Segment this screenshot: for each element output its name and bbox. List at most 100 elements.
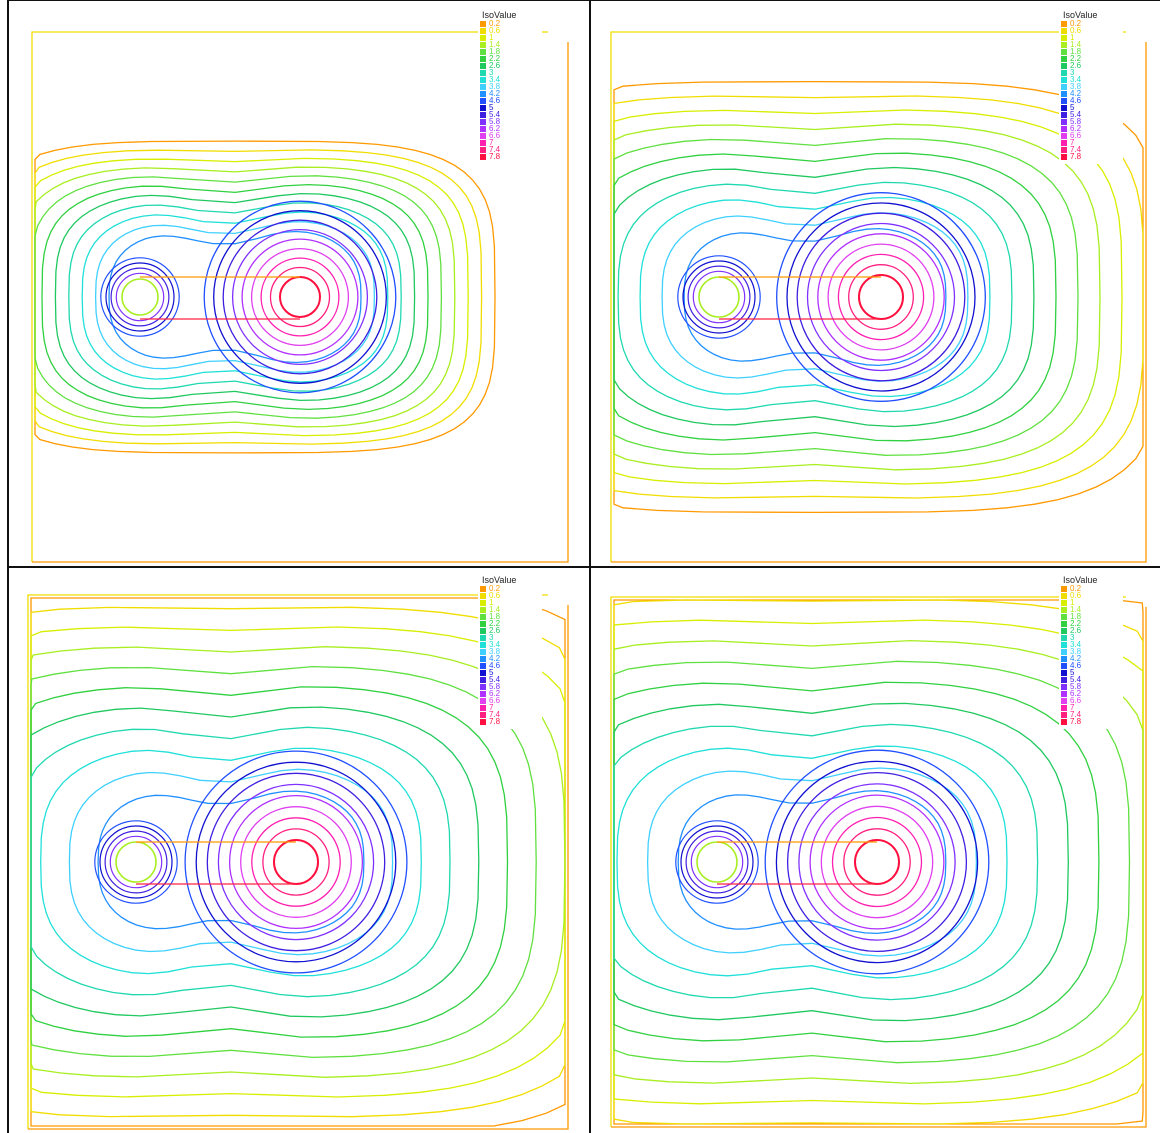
legend-label: 5.4: [1070, 110, 1082, 119]
legend-entry: 7.4: [1061, 710, 1121, 719]
legend-swatch: [480, 118, 486, 125]
legend-swatch: [1061, 27, 1067, 34]
contour-line: [613, 702, 1069, 1022]
legend-label: 2.6: [1070, 61, 1082, 70]
legend-label: 3.8: [1070, 647, 1082, 656]
legend-label: 3.8: [1070, 82, 1082, 91]
legend-entry: 6.6: [480, 132, 540, 140]
contour-line: [68, 202, 402, 392]
legend-label: 0.6: [1070, 26, 1082, 35]
legend-swatch: [480, 55, 486, 62]
legend-label: 5: [1070, 668, 1075, 677]
legend-label: 4.2: [1070, 89, 1082, 98]
left-source-circle: [698, 276, 740, 318]
legend-label: 3: [489, 68, 494, 77]
legend-swatch: [1061, 585, 1067, 592]
legend-swatch: [1061, 655, 1067, 662]
legend-label: 2.2: [1070, 619, 1082, 628]
contour-line: [213, 210, 387, 384]
legend-swatch: [480, 125, 486, 132]
legend-entry: 4.2: [480, 655, 540, 663]
legend-entry: 3.4: [1061, 641, 1121, 649]
legend-label: 0.2: [1070, 584, 1082, 593]
legend-label: 2.6: [1070, 626, 1082, 635]
legend-swatch: [480, 655, 486, 662]
domain-boundary-top-left: [31, 31, 548, 562]
legend-label: 0.2: [1070, 19, 1082, 28]
legend-swatch: [1061, 627, 1067, 634]
legend-label: 5.8: [489, 117, 501, 126]
left-source-circle: [121, 278, 159, 316]
contour-line: [817, 233, 945, 361]
left-source-circle: [696, 841, 738, 883]
contour-line: [827, 243, 935, 351]
legend-label: 4.6: [1070, 96, 1082, 105]
legend-swatch: [480, 97, 486, 104]
legend-entry: 5.4: [480, 676, 540, 684]
legend-swatch: [1061, 146, 1067, 153]
legend-label: 6.6: [1070, 696, 1082, 705]
legend-label: 1: [1070, 598, 1075, 607]
legend-swatch: [480, 34, 486, 41]
legend-label: 4.2: [1070, 654, 1082, 663]
legend-label: 2.6: [489, 626, 501, 635]
domain-boundary-top-left: [610, 596, 1126, 1127]
legend-entry: 3.4: [480, 641, 540, 649]
legend-label: 1.4: [1070, 605, 1082, 614]
contour-line: [34, 175, 443, 419]
right-source-circle: [854, 839, 900, 885]
contour-line: [240, 806, 352, 918]
legend-swatch: [480, 132, 486, 139]
legend-label: 6.2: [489, 689, 501, 698]
contour-line: [617, 181, 1013, 413]
legend-entry: 5: [480, 104, 540, 112]
legend-label: 7.8: [1070, 717, 1082, 726]
contour-panel-bottom-left: IsoValue 0.2 0.6 1 1.4 1.8 2.2 2.6 3 3.4 3.8 4.2 4.6…: [8, 567, 588, 1133]
left-source-circle: [115, 841, 157, 883]
legend-swatch: [1061, 620, 1067, 627]
legend-label: 2.6: [489, 61, 501, 70]
legend-label: 7: [1070, 138, 1075, 147]
legend-entry: 0.2: [480, 584, 540, 593]
legend-entry: 7.4: [1061, 146, 1121, 154]
legend-swatch: [1061, 20, 1067, 27]
legend-label: 7.4: [1070, 710, 1082, 719]
legend-title: IsoValue: [1063, 10, 1098, 20]
legend-entry: 5: [480, 669, 540, 677]
contour-line-left-source: [677, 255, 761, 339]
contour-panel-top-left: IsoValue 0.2 0.6 1 1.4 1.8 2.2 2.6 3 3.4 3.8 4.2 4.6…: [8, 0, 588, 566]
legend-swatch: [1061, 76, 1067, 83]
legend-entry: 3.8: [480, 648, 540, 656]
legend-label: 2.2: [489, 54, 501, 63]
legend-entry: 2.2: [1061, 55, 1121, 63]
legend-entry: 7.8: [1061, 153, 1121, 161]
legend-swatch: [480, 153, 486, 160]
contour-line: [796, 212, 966, 382]
legend-label: 6.2: [1070, 124, 1082, 133]
legend-entry: 0.6: [1061, 592, 1121, 600]
right-source-circle: [858, 274, 904, 320]
legend-swatch: [1061, 648, 1067, 655]
contour-line-left-source: [685, 830, 749, 894]
contour-line: [616, 745, 1008, 979]
legend-label: 7.8: [489, 717, 501, 726]
legend-swatch: [1061, 139, 1067, 146]
contour-line: [786, 771, 968, 953]
legend-label: 5.8: [1070, 682, 1082, 691]
legend-entry: 1.8: [480, 48, 540, 56]
contour-line: [646, 767, 978, 957]
legend-entry: 6.6: [1061, 696, 1121, 705]
legend-swatch: [1061, 41, 1067, 48]
legend-entry: 6.2: [1061, 124, 1121, 133]
left-border: [7, 0, 9, 1133]
legend-swatch: [1061, 34, 1067, 41]
legend-swatch: [480, 711, 486, 718]
contour-line: [269, 266, 331, 328]
legend-swatch: [1061, 62, 1067, 69]
legend-label: 0.2: [489, 584, 501, 593]
legend-swatch: [480, 20, 486, 27]
contour-line-left-source: [690, 835, 744, 889]
legend-label: 0.2: [489, 19, 501, 28]
legend-swatch: [1061, 55, 1067, 62]
